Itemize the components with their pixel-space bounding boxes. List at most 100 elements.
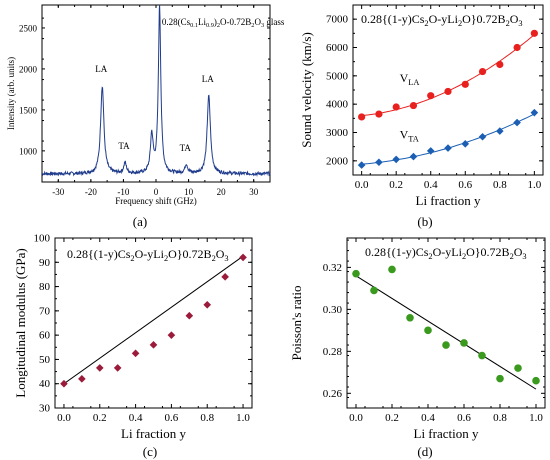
y-tick-label: 1000 — [19, 146, 38, 156]
data-point-v-ta — [530, 108, 539, 117]
data-point-v-la — [427, 92, 435, 100]
y-tick-label: 0.26 — [323, 388, 343, 400]
spectrum-chart: -30 -20 -10 0 10 20 30 1000 1500 2000 2500 LA TA TA LA… — [6, 4, 285, 229]
data-point — [352, 269, 360, 278]
y-tick-label: 0.30 — [323, 304, 343, 316]
y-tick-label: 40 — [39, 378, 51, 390]
longitudinal-modulus-chart: 0.0 0.2 0.4 0.6 0.8 1.0 30 40 50 60 70 80 90 100 0.28{… — [13, 233, 253, 459]
data-point — [370, 286, 378, 295]
panel-b: 0.0 0.2 0.4 0.6 0.8 1.0 2000 3000 4000 5000 6000 70… — [275, 0, 550, 230]
y-tick-label: 80 — [39, 281, 51, 293]
composition-label: 0.28{(1-y)Cs2O-yLi2O}0.72B2O3 — [361, 12, 523, 28]
x-tick-label: 10 — [184, 187, 194, 197]
x-axis-label: Li fraction y — [121, 426, 186, 441]
x-tick-label: 0.4 — [421, 412, 435, 424]
data-point — [496, 374, 504, 383]
y-tick-label: 30 — [39, 403, 51, 415]
x-axis-label: Frequency shift (GHz) — [115, 196, 196, 206]
x-tick-label: 0.8 — [493, 412, 507, 424]
data-point-v-ta — [444, 144, 452, 152]
panel-caption-d: (d) — [417, 444, 432, 459]
data-point-v-la — [358, 113, 366, 121]
x-tick-label: -30 — [52, 187, 64, 197]
y-tick-label: 6000 — [326, 42, 349, 54]
y-tick-label: 4000 — [326, 99, 349, 111]
y-tick-label: 5000 — [326, 70, 349, 82]
series-label-v-ta: VTA — [400, 128, 419, 144]
data-point-v-ta — [461, 140, 470, 148]
y-axis-label: Poisson's ratio — [289, 286, 304, 361]
data-point-v-ta — [409, 152, 418, 161]
data-point — [221, 273, 229, 281]
y-tick-label: 0.28 — [323, 346, 343, 358]
x-tick-label: 0.6 — [458, 179, 472, 191]
peak-label-ta: TA — [118, 141, 130, 151]
data-point-v-la — [530, 29, 538, 37]
y-tick-label: 2000 — [326, 155, 349, 167]
x-tick-label: 0 — [154, 187, 159, 197]
y-axis-label: Longitudinal modulus (GPa) — [13, 248, 28, 398]
fit-curve-v-la — [361, 34, 535, 117]
panel-d: 0.0 0.2 0.4 0.6 0.8 1.0 0.26 0.28 0.30 0.32 0.28{(… — [275, 230, 550, 460]
plot-frame — [346, 237, 546, 409]
peak-label-ta: TA — [180, 143, 192, 153]
series-label-v-la: VLA — [400, 71, 420, 87]
y-tick-label: 0.32 — [323, 262, 342, 274]
x-tick-label: 1.0 — [527, 179, 541, 191]
x-tick-label: 0.6 — [165, 412, 179, 424]
fit-curve-v-ta — [361, 113, 535, 165]
data-point-v-ta — [496, 127, 504, 135]
panel-caption-b: (b) — [417, 214, 432, 229]
composition-label: 0.28{(1-y)Cs2O-yLi2O}0.72B2O3 — [67, 247, 229, 263]
data-point-v-la — [409, 101, 418, 110]
x-tick-label: 0.2 — [93, 412, 107, 424]
data-point — [388, 265, 396, 274]
data-point-v-ta — [357, 161, 366, 169]
y-axis-label: Sound velocity (km/s) — [299, 32, 314, 148]
data-point-v-la — [461, 80, 469, 88]
y-tick-label: 3000 — [326, 127, 349, 139]
y-tick-label: 90 — [39, 257, 51, 269]
data-point — [239, 253, 247, 262]
peak-label-la: LA — [95, 64, 107, 74]
data-point-v-la — [444, 87, 452, 96]
x-tick-label: 0.4 — [129, 412, 143, 424]
peak-label-la: LA — [202, 74, 214, 84]
y-tick-label: 1500 — [19, 105, 38, 115]
data-point — [167, 331, 176, 339]
data-point-v-ta — [375, 158, 383, 167]
x-tick-label: 30 — [249, 187, 259, 197]
data-point-v-ta — [392, 155, 400, 164]
data-point — [185, 311, 194, 320]
panel-caption-c: (c) — [143, 444, 157, 459]
data-point-v-la — [513, 43, 521, 52]
data-point — [113, 364, 122, 372]
x-tick-label: -10 — [117, 187, 129, 197]
x-tick-label: 0.0 — [349, 412, 363, 424]
panel-c: 0.0 0.2 0.4 0.6 0.8 1.0 30 40 50 60 70 80 90 100 0.28{… — [0, 230, 275, 460]
data-point — [478, 351, 486, 360]
x-tick-label: 0.2 — [385, 412, 399, 424]
x-tick-label: 0.8 — [493, 179, 507, 191]
spectrum-annotation: 0.28(Cs0.1Li0.9)2O-0.72B2O3 glass — [162, 17, 285, 29]
data-point-v-ta — [513, 118, 521, 127]
panel-caption-a: (a) — [133, 214, 147, 229]
panel-a: -30 -20 -10 0 10 20 30 1000 1500 2000 2500 LA TA TA LA… — [0, 0, 285, 230]
x-tick-label: 0.8 — [200, 412, 214, 424]
data-point — [424, 326, 432, 335]
x-tick-label: 0.4 — [424, 179, 438, 191]
data-point — [514, 364, 522, 372]
x-axis-label: Li fraction y — [414, 426, 479, 441]
x-tick-label: 20 — [217, 187, 227, 197]
fit-line — [355, 275, 537, 390]
data-point — [95, 364, 104, 372]
data-point — [149, 341, 158, 349]
y-axis-label: Intensity (arb. units) — [6, 57, 16, 130]
data-point — [78, 375, 86, 383]
data-point — [532, 376, 540, 385]
data-point-v-la — [478, 67, 487, 76]
x-tick-label: 1.0 — [529, 412, 543, 424]
y-tick-label: 50 — [39, 354, 51, 366]
y-tick-label: 100 — [34, 233, 51, 245]
data-point-v-la — [392, 103, 400, 111]
